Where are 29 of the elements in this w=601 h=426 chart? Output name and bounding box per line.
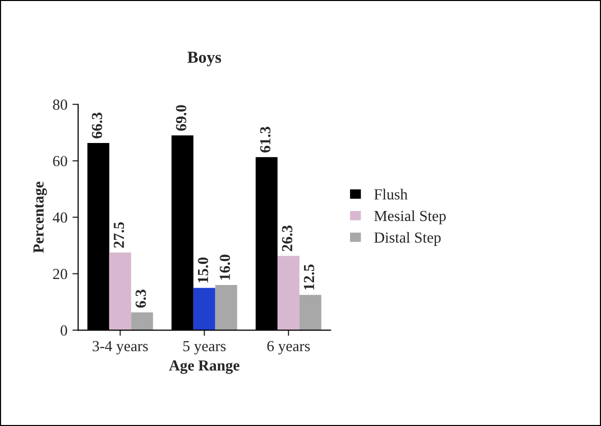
bar: [109, 252, 132, 330]
data-label: 61.3: [260, 126, 270, 152]
x-tick-label: 3-4 years: [92, 341, 148, 354]
data-label: 6.3: [136, 290, 146, 308]
bar: [299, 294, 322, 330]
bar: [193, 288, 216, 330]
bar: [215, 284, 238, 330]
data-label: 15.0: [198, 257, 208, 282]
y-tick-label: 20: [53, 268, 68, 280]
y-tick-label: 80: [53, 100, 68, 110]
data-label: 66.3: [92, 112, 102, 138]
bar: [131, 312, 154, 330]
legend-label: Flush: [374, 188, 408, 200]
y-tick-label: 40: [52, 212, 68, 223]
x-axis-title: Age Range: [169, 360, 240, 374]
x-tick-label: 6 years: [267, 341, 310, 354]
bar: [278, 256, 300, 330]
chart-title: Boys: [187, 52, 222, 66]
y-tick-label: 60: [53, 156, 68, 166]
legend-label: Distal Step: [374, 232, 441, 246]
data-label: 16.0: [220, 254, 230, 280]
y-axis-title: Percentage: [34, 182, 47, 253]
data-label: 12.5: [304, 264, 314, 290]
data-label: 69.0: [176, 105, 186, 131]
x-tick-label: 5 years: [183, 341, 226, 354]
y-tick-label: 0: [60, 325, 68, 336]
data-label: 26.3: [282, 226, 292, 252]
legend-label: Mesial Step: [374, 210, 446, 224]
data-label: 27.5: [114, 222, 124, 248]
